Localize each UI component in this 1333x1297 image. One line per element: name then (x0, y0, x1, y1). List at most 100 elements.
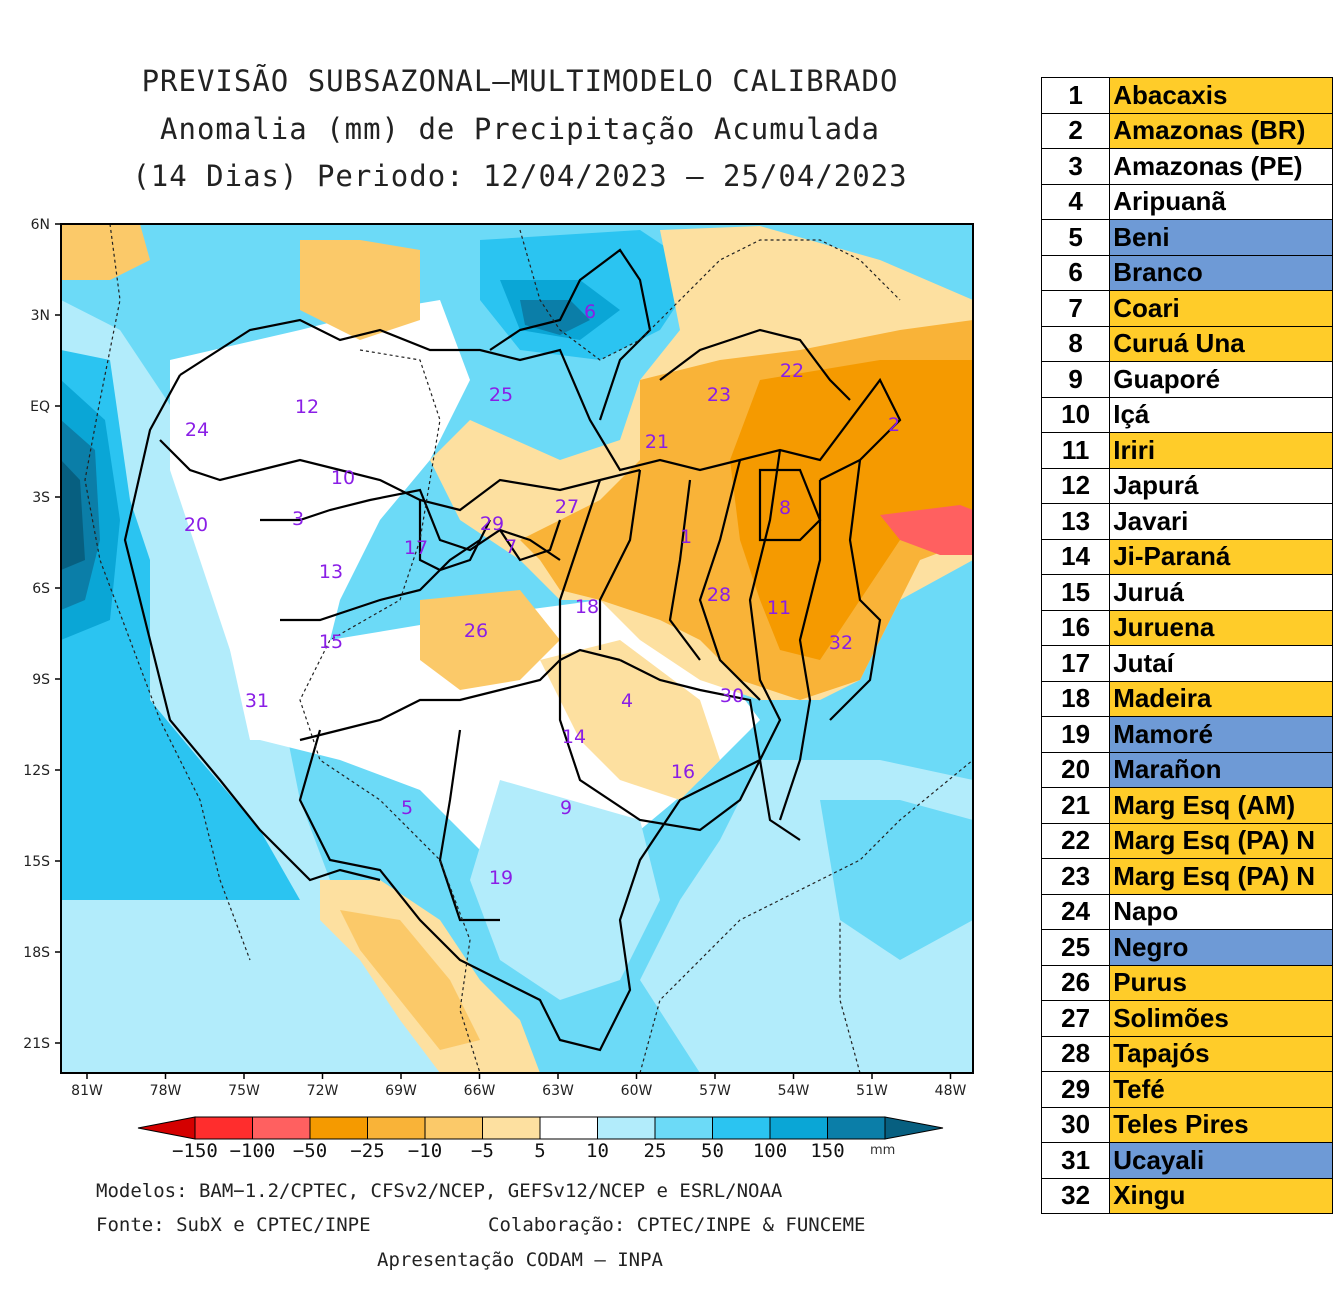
colorbar-label: 5 (534, 1140, 545, 1162)
legend-number: 20 (1040, 751, 1111, 788)
colorbar-label: 50 (701, 1140, 724, 1162)
map-title-line1: PREVISÃO SUBSAZONAL—MULTIMODELO CALIBRAD… (141, 64, 899, 98)
legend-number: 25 (1040, 929, 1111, 966)
colorbar-swatch (424, 1116, 483, 1140)
anomaly-field (61, 224, 973, 1073)
legend-basin-name: Guaporé (1109, 361, 1333, 398)
lat-label: 3S (32, 490, 50, 506)
legend-number: 31 (1040, 1142, 1111, 1179)
legend-row: 15 Juruá (1040, 574, 1333, 611)
legend-basin-name: Negro (1109, 929, 1333, 966)
lon-label: 66W (464, 1083, 496, 1099)
lat-label: 6N (31, 217, 50, 233)
basin-number: 9 (560, 797, 572, 819)
legend-row: 7 Coari (1040, 290, 1333, 327)
colorbar-label: 25 (644, 1140, 667, 1162)
basin-number: 12 (295, 396, 319, 418)
basin-number: 19 (489, 867, 513, 889)
lon-label: 63W (542, 1083, 574, 1099)
basin-number: 22 (780, 360, 804, 382)
legend-row: 17 Jutaí (1040, 645, 1333, 682)
colorbar-swatch (367, 1116, 426, 1140)
legend-basin-name: Teles Pires (1109, 1106, 1333, 1143)
legend-basin-name: Japurá (1109, 467, 1333, 504)
basin-number: 31 (245, 690, 269, 712)
legend-number: 24 (1040, 893, 1111, 930)
legend-row: 25 Negro (1040, 929, 1333, 966)
precipitation-anomaly-map: 6N 3N EQ 3S 6S 9S 12S 15S 18S 21S 81W 78W 75W 72W 69W… (23, 217, 974, 1162)
basin-number: 5 (401, 797, 413, 819)
latitude-ticks: 6N 3N EQ 3S 6S 9S 12S 15S 18S 21S (23, 217, 61, 1052)
basin-number: 32 (829, 632, 853, 654)
basin-number: 2 (888, 414, 900, 436)
legend-basin-name: Juruena (1109, 609, 1333, 646)
legend-row: 5 Beni (1040, 219, 1333, 256)
legend-basin-name: Madeira (1109, 680, 1333, 717)
legend-number: 22 (1040, 822, 1111, 859)
colorbar-label: 100 (753, 1140, 787, 1162)
legend-basin-name: Abacaxis (1109, 77, 1333, 114)
basin-number: 4 (621, 690, 633, 712)
basin-legend-table: 1 Abacaxis 2 Amazonas (BR) 3 Amazonas (PE) 4 Ar… (1040, 77, 1333, 1214)
legend-row: 24 Napo (1040, 893, 1333, 930)
lon-label: 60W (621, 1083, 653, 1099)
colorbar-swatch (769, 1116, 828, 1140)
legend-basin-name: Coari (1109, 290, 1333, 327)
basin-number: 8 (779, 497, 791, 519)
colorbar-swatch (827, 1116, 886, 1140)
legend-number: 16 (1040, 609, 1111, 646)
legend-row: 16 Juruena (1040, 609, 1333, 646)
legend-number: 27 (1040, 1000, 1111, 1037)
colorbar-min-arrow (137, 1116, 196, 1140)
credits-models: Modelos: BAM−1.2/CPTEC, CFSv2/NCEP, GEFS… (96, 1180, 783, 1202)
legend-row: 4 Aripuanã (1040, 183, 1333, 220)
legend-basin-name: Solimões (1109, 1000, 1333, 1037)
colorbar-label: −5 (471, 1140, 494, 1162)
legend-basin-name: Marg Esq (PA) N (1109, 822, 1333, 859)
legend-row: 23 Marg Esq (PA) N (1040, 858, 1333, 895)
legend-row: 19 Mamoré (1040, 716, 1333, 753)
legend-number: 18 (1040, 680, 1111, 717)
legend-number: 14 (1040, 538, 1111, 575)
legend-number: 28 (1040, 1035, 1111, 1072)
legend-number: 30 (1040, 1106, 1111, 1143)
legend-row: 2 Amazonas (BR) (1040, 112, 1333, 149)
colorbar-swatch (252, 1116, 311, 1140)
legend-basin-name: Branco (1109, 254, 1333, 291)
legend-row: 3 Amazonas (PE) (1040, 148, 1333, 185)
legend-row: 27 Solimões (1040, 1000, 1333, 1037)
colorbar-swatch (539, 1116, 598, 1140)
legend-row: 18 Madeira (1040, 680, 1333, 717)
colorbar: −150 −100 −50 −25 −10 −5 5 10 25 50 100 150 (137, 1116, 944, 1162)
legend-number: 11 (1040, 432, 1111, 469)
legend-basin-name: Mamoré (1109, 716, 1333, 753)
country-borders (84, 223, 974, 1074)
basin-number: 10 (331, 467, 355, 489)
legend-row: 12 Japurá (1040, 467, 1333, 504)
basin-number: 21 (645, 431, 669, 453)
longitude-ticks: 81W 78W 75W 72W 69W 66W 63W 60W 57W 54W 51W 48W (71, 1073, 966, 1099)
legend-row: 32 Xingu (1040, 1177, 1333, 1214)
basin-number: 20 (184, 514, 208, 536)
legend-row: 8 Curuá Una (1040, 325, 1333, 362)
lat-label: 18S (23, 945, 50, 961)
lat-label: 6S (32, 581, 50, 597)
basin-number: 27 (555, 496, 579, 518)
legend-number: 5 (1040, 219, 1111, 256)
lat-label: EQ (30, 399, 50, 415)
legend-row: 14 Ji-Paraná (1040, 538, 1333, 575)
colorbar-swatch (309, 1116, 368, 1140)
colorbar-label: −150 (172, 1140, 218, 1162)
credits-source: Fonte: SubX e CPTEC/INPE (96, 1214, 371, 1236)
legend-number: 32 (1040, 1177, 1111, 1214)
legend-number: 17 (1040, 645, 1111, 682)
colorbar-swatch (712, 1116, 771, 1140)
lon-label: 51W (856, 1083, 888, 1099)
legend-basin-name: Marg Esq (PA) N (1109, 858, 1333, 895)
legend-basin-name: Juruá (1109, 574, 1333, 611)
lat-label: 15S (23, 854, 50, 870)
legend-basin-name: Beni (1109, 219, 1333, 256)
lon-label: 57W (699, 1083, 731, 1099)
legend-number: 9 (1040, 361, 1111, 398)
legend-row: 30 Teles Pires (1040, 1106, 1333, 1143)
